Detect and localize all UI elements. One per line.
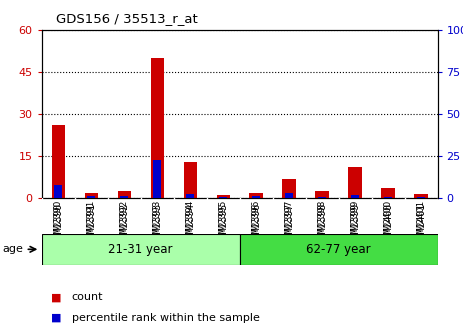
Bar: [217, 196, 230, 198]
Text: GSM2393: GSM2393: [152, 203, 162, 244]
Text: GSM2394: GSM2394: [185, 203, 195, 244]
Bar: [54, 185, 63, 198]
Text: GDS156 / 35513_r_at: GDS156 / 35513_r_at: [56, 12, 197, 25]
Text: 21-31 year: 21-31 year: [108, 243, 173, 256]
Text: GSM2401: GSM2401: [417, 200, 425, 243]
Bar: [384, 197, 392, 198]
Text: 62-77 year: 62-77 year: [306, 243, 371, 256]
Text: GSM2397: GSM2397: [285, 200, 294, 243]
Bar: [87, 196, 95, 198]
Text: age: age: [2, 244, 23, 254]
Bar: [183, 162, 197, 198]
Text: GSM2398: GSM2398: [318, 200, 326, 243]
Text: count: count: [72, 292, 103, 302]
Bar: [42, 234, 240, 265]
Text: GSM2400: GSM2400: [383, 203, 393, 244]
Bar: [285, 193, 293, 198]
Bar: [219, 197, 227, 198]
Bar: [318, 197, 326, 198]
Text: GSM2398: GSM2398: [317, 203, 327, 244]
Bar: [282, 179, 296, 198]
Text: GSM2396: GSM2396: [251, 200, 261, 243]
Bar: [382, 188, 394, 198]
Text: GSM2396: GSM2396: [251, 203, 261, 244]
Text: GSM2399: GSM2399: [350, 200, 360, 243]
Bar: [414, 194, 428, 198]
Bar: [120, 196, 128, 198]
Bar: [118, 191, 131, 198]
Bar: [250, 193, 263, 198]
Text: GSM2390: GSM2390: [53, 203, 63, 244]
Bar: [186, 194, 194, 198]
Bar: [315, 191, 329, 198]
Bar: [252, 196, 260, 198]
Bar: [349, 167, 362, 198]
Bar: [351, 195, 359, 198]
Bar: [150, 58, 164, 198]
Bar: [51, 125, 65, 198]
Bar: [417, 197, 425, 198]
Text: percentile rank within the sample: percentile rank within the sample: [72, 312, 260, 323]
Text: GSM2394: GSM2394: [186, 200, 194, 243]
Bar: [240, 234, 438, 265]
Text: GSM2395: GSM2395: [219, 200, 228, 243]
Text: GSM2401: GSM2401: [416, 203, 426, 244]
Text: GSM2391: GSM2391: [87, 200, 96, 243]
Text: GSM2391: GSM2391: [86, 203, 96, 244]
Text: ■: ■: [51, 292, 62, 302]
Text: ■: ■: [51, 312, 62, 323]
Text: GSM2392: GSM2392: [119, 200, 129, 243]
Text: GSM2400: GSM2400: [383, 200, 393, 243]
Bar: [153, 160, 161, 198]
Text: GSM2399: GSM2399: [350, 203, 360, 244]
Text: GSM2392: GSM2392: [119, 203, 129, 244]
Text: GSM2395: GSM2395: [218, 203, 228, 244]
Text: GSM2397: GSM2397: [284, 203, 294, 244]
Bar: [85, 193, 98, 198]
Text: GSM2390: GSM2390: [54, 200, 63, 243]
Text: GSM2393: GSM2393: [153, 200, 162, 243]
